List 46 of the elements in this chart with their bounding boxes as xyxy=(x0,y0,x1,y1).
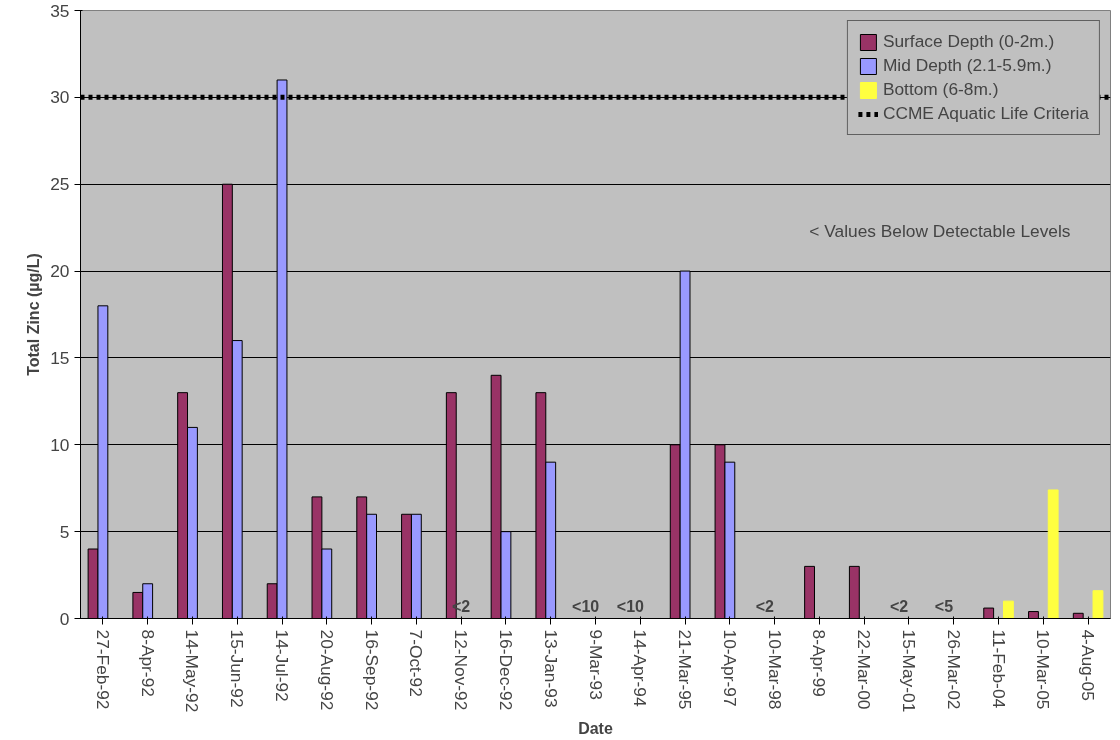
x-tick-label: 26-Mar-02 xyxy=(943,629,964,710)
x-tick-label: 16-Sep-92 xyxy=(361,629,382,711)
y-tick-label: 10 xyxy=(50,434,70,455)
x-tick-label: 10-Apr-97 xyxy=(719,629,740,707)
x-tick-label: 7-Oct-92 xyxy=(406,629,427,697)
text: <2 xyxy=(755,597,774,615)
x-axis-title: Date xyxy=(578,720,613,738)
x-tick-label: 10-Mar-98 xyxy=(764,629,785,710)
bar xyxy=(1047,489,1059,619)
x-tick-label: 9-Mar-93 xyxy=(585,629,606,700)
y-tick-label: 0 xyxy=(59,608,70,629)
text: <10 xyxy=(572,597,600,615)
legend-label: Bottom (6-8m.) xyxy=(882,79,999,100)
y-tick-label: 15 xyxy=(50,347,70,368)
legend-label: Mid Depth (2.1-5.9m.) xyxy=(882,55,1052,76)
annotation: < Values Below Detectable Levels xyxy=(809,220,1071,241)
y-tick-label: 30 xyxy=(50,87,70,108)
x-tick-label: 16-Dec-92 xyxy=(495,629,516,711)
x-tick-label: 14-Apr-94 xyxy=(630,629,651,707)
text: <2 xyxy=(890,597,909,615)
y-tick-label: 5 xyxy=(59,521,70,542)
x-tick-label: 20-Aug-92 xyxy=(316,629,337,711)
x-tick-label: 8-Apr-99 xyxy=(809,629,830,697)
x-tick-label: 8-Apr-92 xyxy=(137,629,158,697)
x-tick-label: 4-Aug-05 xyxy=(1078,629,1099,701)
y-tick-label: 20 xyxy=(50,261,70,282)
x-tick-label: 15-May-01 xyxy=(898,629,919,713)
x-tick-label: 13-Jan-93 xyxy=(540,629,561,708)
x-tick-label: 22-Mar-00 xyxy=(854,629,875,710)
x-tick-label: 14-May-92 xyxy=(182,629,203,713)
bar xyxy=(1002,600,1014,619)
x-tick-label: 11-Feb-04 xyxy=(988,629,1009,709)
y-axis-title: Total Zinc (µg/L) xyxy=(25,253,43,376)
legend-label: Surface Depth (0-2m.) xyxy=(882,31,1055,52)
x-tick-label: 10-Mar-05 xyxy=(1033,629,1054,710)
y-tick-label: 25 xyxy=(50,174,70,195)
x-tick-label: 21-Mar-95 xyxy=(675,629,696,710)
ref-line-label: CCME Aquatic Life Criteria xyxy=(882,103,1089,124)
x-tick-label: 14-Jul-92 xyxy=(272,629,293,702)
bar xyxy=(1092,590,1104,619)
text: <10 xyxy=(616,597,644,615)
x-tick-label: 12-Nov-92 xyxy=(451,629,472,711)
text: <5 xyxy=(934,597,954,615)
y-tick-label: 35 xyxy=(50,0,70,21)
x-tick-label: 27-Feb-92 xyxy=(92,629,113,710)
x-tick-label: 15-Jun-92 xyxy=(227,629,248,708)
